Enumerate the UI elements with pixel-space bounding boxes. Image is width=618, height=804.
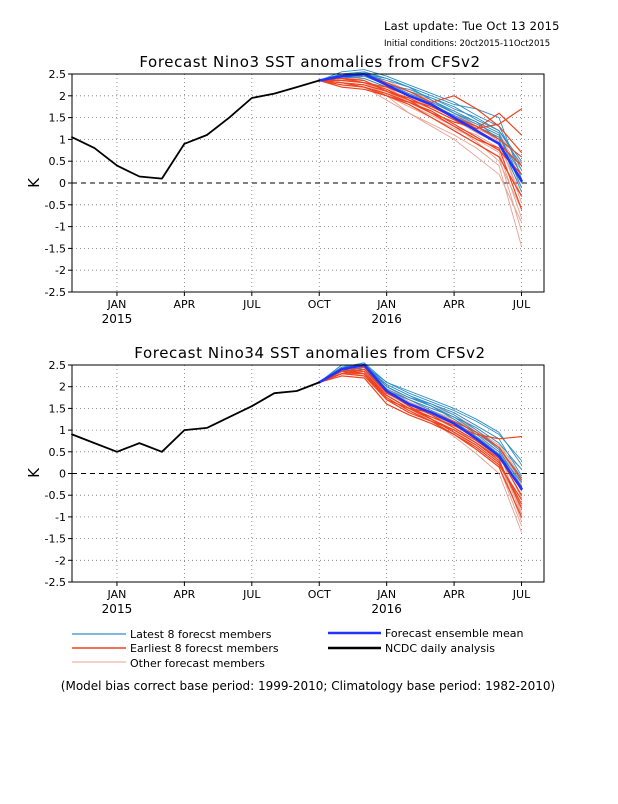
- nino3-ytick-label: 0.5: [49, 155, 67, 168]
- nino34-chart: Forecast Nino34 SST anomalies from CFSv2…: [25, 344, 545, 616]
- nino3-xtick-label: JAN: [376, 298, 396, 311]
- nino3-year-label: 2016: [371, 312, 402, 326]
- nino3-earliest-member-line: [318, 79, 523, 175]
- nino3-axes: 2.5 2 1.5 1 0.5 0 -0.5 -1 -1.5 -2 -2.5 JAN APR JUL OCT…: [45, 68, 532, 326]
- nino34-year-label: 2016: [371, 602, 402, 616]
- nino34-ytick-label: -2: [55, 554, 66, 567]
- nino34-ensemble-mean-line: [317, 363, 523, 491]
- nino3-ytick-label: -1: [55, 221, 66, 234]
- nino3-grid: [72, 74, 544, 292]
- nino3-ytick-label: 1.5: [49, 112, 67, 125]
- nino34-ytick-label: -1: [55, 511, 66, 524]
- nino34-xtick-label: JAN: [107, 588, 127, 601]
- legend: Latest 8 forecst members Earliest 8 fore…: [72, 627, 524, 670]
- nino3-ytick-label: 1: [59, 133, 66, 146]
- nino3-ytick-label: 2: [59, 90, 66, 103]
- nino3-xtick-label: OCT: [308, 298, 331, 311]
- nino3-observed-line: [71, 79, 321, 180]
- nino3-xtick-label: APR: [443, 298, 465, 311]
- nino34-ytick-label: 0: [59, 468, 66, 481]
- nino3-ytick-label: -1.5: [45, 242, 66, 255]
- footnote: (Model bias correct base period: 1999-20…: [61, 679, 555, 693]
- last-update-text: Last update: Tue Oct 13 2015: [384, 19, 560, 33]
- legend-earliest-label: Earliest 8 forecst members: [130, 642, 279, 655]
- nino34-ytick-label: 0.5: [49, 446, 67, 459]
- legend-observed-label: NCDC daily analysis: [385, 642, 495, 655]
- nino3-ylabel: K: [25, 177, 43, 188]
- nino34-ytick-label: -1.5: [45, 533, 66, 546]
- nino34-ytick-label: 2: [59, 381, 66, 394]
- nino34-observed-line: [71, 381, 321, 453]
- nino3-xtick-label: APR: [173, 298, 195, 311]
- nino3-chart-title: Forecast Nino3 SST anomalies from CFSv2: [139, 53, 480, 71]
- nino3-chart: Forecast Nino3 SST anomalies from CFSv2 …: [25, 53, 545, 326]
- nino34-chart-title: Forecast Nino34 SST anomalies from CFSv2: [134, 344, 485, 362]
- nino3-ytick-label: -0.5: [45, 199, 66, 212]
- nino3-year-label: 2015: [102, 312, 133, 326]
- nino34-ytick-label: 2.5: [49, 359, 67, 372]
- nino34-ytick-label: 1.5: [49, 402, 67, 415]
- nino3-ytick-label: -2.5: [45, 286, 66, 299]
- nino3-xtick-label: JUL: [512, 298, 531, 311]
- legend-latest-label: Latest 8 forecst members: [130, 628, 272, 641]
- nino34-ytick-label: -2.5: [45, 576, 66, 589]
- legend-other-label: Other forecast members: [130, 657, 265, 670]
- nino3-xtick-label: JAN: [107, 298, 127, 311]
- nino34-xtick-label: JUL: [242, 588, 261, 601]
- nino3-earliest-member-line: [318, 79, 523, 197]
- nino34-ytick-label: 1: [59, 424, 66, 437]
- initial-conditions-text: Initial conditions: 20ct2015-11Oct2015: [384, 39, 550, 49]
- nino3-xtick-label: JUL: [242, 298, 261, 311]
- nino34-xtick-label: APR: [173, 588, 195, 601]
- nino34-earliest-member-line: [318, 373, 523, 501]
- nino34-earliest-member-line: [318, 370, 523, 509]
- nino34-xtick-label: APR: [443, 588, 465, 601]
- nino3-ytick-label: -2: [55, 264, 66, 277]
- nino34-earliest-member-line: [318, 366, 523, 488]
- nino34-earliest-member-line: [318, 373, 523, 481]
- nino34-earliest-member-line: [318, 368, 523, 505]
- legend-mean-label: Forecast ensemble mean: [385, 627, 524, 640]
- nino34-series: [71, 362, 523, 533]
- nino34-xtick-label: JUL: [512, 588, 531, 601]
- nino3-ensemble-mean-line: [317, 72, 523, 183]
- nino34-ytick-label: -0.5: [45, 489, 66, 502]
- nino34-earliest-member-line: [318, 375, 523, 518]
- nino3-earliest-member-line: [318, 79, 523, 136]
- nino3-ytick-label: 0: [59, 177, 66, 190]
- nino3-ytick-label: 2.5: [49, 68, 67, 81]
- nino34-ylabel: K: [25, 467, 43, 478]
- nino3-latest-member-line: [318, 71, 522, 188]
- nino34-xtick-label: OCT: [308, 588, 331, 601]
- nino34-axes: 2.5 2 1.5 1 0.5 0 -0.5 -1 -1.5 -2 -2.5 JAN APR JUL OCT…: [45, 359, 532, 616]
- nino34-year-label: 2015: [102, 602, 133, 616]
- nino34-xtick-label: JAN: [376, 588, 396, 601]
